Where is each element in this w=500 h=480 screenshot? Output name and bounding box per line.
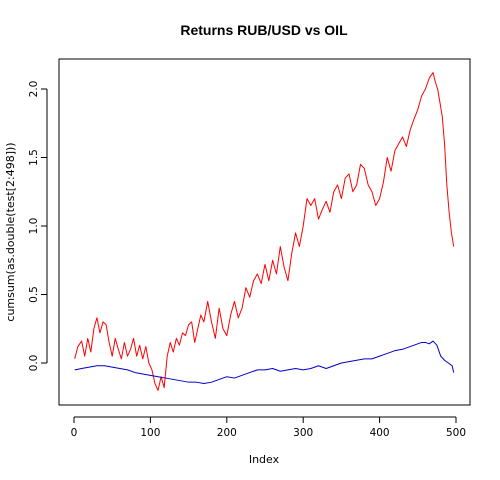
plot-area — [74, 72, 455, 391]
plot-frame — [58, 58, 471, 406]
x-tick-label: 300 — [293, 427, 313, 439]
x-tick-label: 500 — [446, 427, 466, 439]
y-tick-label: 0.0 — [28, 355, 40, 372]
x-axis: 0 100 200 300 400 500 — [71, 416, 466, 439]
x-tick-label: 200 — [217, 427, 237, 439]
x-tick-label: 400 — [370, 427, 390, 439]
series-points-2 — [74, 341, 454, 384]
series-points-1 — [74, 72, 454, 391]
y-tick-label: 1.0 — [28, 218, 40, 235]
series-line-2 — [74, 340, 455, 385]
y-tick-label: 2.0 — [28, 81, 40, 98]
y-tick-label: 1.5 — [28, 149, 40, 166]
x-tick-label: 0 — [71, 427, 78, 439]
y-tick-label: 0.5 — [28, 286, 40, 303]
y-axis: 0.0 0.5 1.0 1.5 2.0 — [28, 81, 48, 372]
x-axis-label: Index — [249, 453, 280, 466]
x-tick-label: 100 — [140, 427, 160, 439]
chart-title: Returns RUB/USD vs OIL — [180, 22, 348, 38]
series-line-1 — [74, 72, 455, 391]
y-axis-label: cumsum(as.double(test[2:498])) — [4, 142, 17, 321]
